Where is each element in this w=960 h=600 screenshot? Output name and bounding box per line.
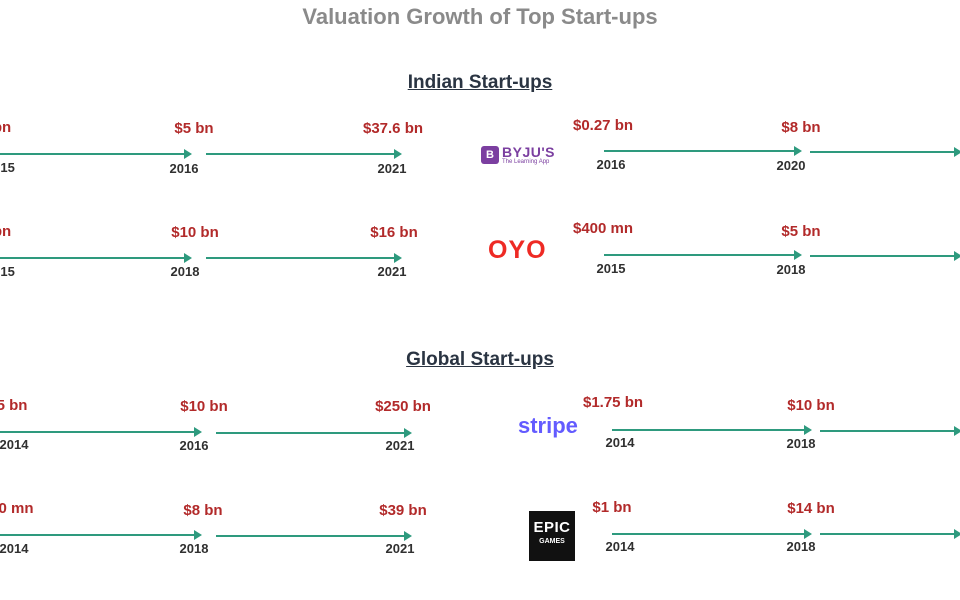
- year-label: 2016: [596, 157, 626, 172]
- timeline-arrow: [612, 529, 812, 539]
- timeline-arrow: [612, 425, 812, 435]
- value-label: $0.27 bn: [572, 117, 634, 134]
- epic-games-logo-icon: EPIC GAMES: [529, 511, 575, 561]
- year-label: 2021: [377, 161, 407, 176]
- value-label: $39 bn: [379, 502, 427, 519]
- value-label: $14 bn: [787, 500, 835, 517]
- value-label: $5 bn: [781, 223, 821, 240]
- value-label: $8 bn: [183, 502, 223, 519]
- value-label: bn: [0, 119, 12, 136]
- value-label: $10 bn: [787, 397, 835, 414]
- year-label: 2020: [776, 158, 806, 173]
- value-label: 0 mn: [0, 500, 34, 517]
- year-label: 2021: [385, 438, 415, 453]
- timeline-arrow: [0, 253, 192, 263]
- value-label: $5 bn: [174, 120, 214, 137]
- year-label: 015: [0, 264, 15, 279]
- logo-text: BYJU'S: [502, 144, 556, 160]
- year-label: 2021: [385, 541, 415, 556]
- timeline-arrow: [0, 427, 202, 437]
- oyo-logo-icon: OYO: [488, 236, 547, 264]
- value-label: 5 bn: [0, 397, 28, 414]
- year-label: 2021: [377, 264, 407, 279]
- year-label: 2018: [179, 541, 209, 556]
- section-title-global: Global Start-ups: [406, 349, 554, 370]
- timeline-arrow: [206, 149, 402, 159]
- timeline-arrow: [604, 250, 802, 260]
- timeline-arrow: [810, 147, 960, 157]
- timeline-arrow: [206, 253, 402, 263]
- value-label: bn: [0, 223, 12, 240]
- section-title-indian: Indian Start-ups: [407, 72, 553, 93]
- timeline-arrow: [820, 426, 960, 436]
- value-label: $400 mn: [572, 220, 634, 237]
- value-label: $1.75 bn: [582, 394, 644, 411]
- year-label: 2018: [786, 539, 816, 554]
- year-label: 2018: [170, 264, 200, 279]
- value-label: $37.6 bn: [362, 120, 424, 137]
- timeline-arrow: [810, 251, 960, 261]
- year-label: 2018: [776, 262, 806, 277]
- year-label: 2015: [596, 261, 626, 276]
- value-label: $250 bn: [375, 398, 431, 415]
- year-label: 2018: [786, 436, 816, 451]
- logo-text: EPIC: [533, 519, 571, 536]
- year-label: 2016: [169, 161, 199, 176]
- logo-tagline: GAMES: [539, 538, 565, 545]
- value-label: $8 bn: [781, 119, 821, 136]
- timeline-arrow: [604, 146, 802, 156]
- year-label: 2016: [179, 438, 209, 453]
- timeline-arrow: [216, 428, 412, 438]
- timeline-arrow: [820, 529, 960, 539]
- value-label: $16 bn: [370, 224, 418, 241]
- year-label: 015: [0, 160, 15, 175]
- page-title: Valuation Growth of Top Start-ups: [302, 4, 658, 29]
- byjus-logo-icon: B BYJU'S The Learning App: [481, 144, 559, 168]
- value-label: $10 bn: [180, 398, 228, 415]
- timeline-arrow: [216, 531, 412, 541]
- stripe-logo-icon: stripe: [518, 413, 578, 438]
- value-label: $10 bn: [171, 224, 219, 241]
- year-label: 2014: [0, 437, 29, 452]
- value-label: $1 bn: [592, 499, 632, 516]
- year-label: 2014: [605, 539, 635, 554]
- logo-tagline: The Learning App: [502, 159, 550, 165]
- timeline-arrow: [0, 149, 192, 159]
- timeline-arrow: [0, 530, 202, 540]
- year-label: 2014: [605, 435, 635, 450]
- year-label: 2014: [0, 541, 29, 556]
